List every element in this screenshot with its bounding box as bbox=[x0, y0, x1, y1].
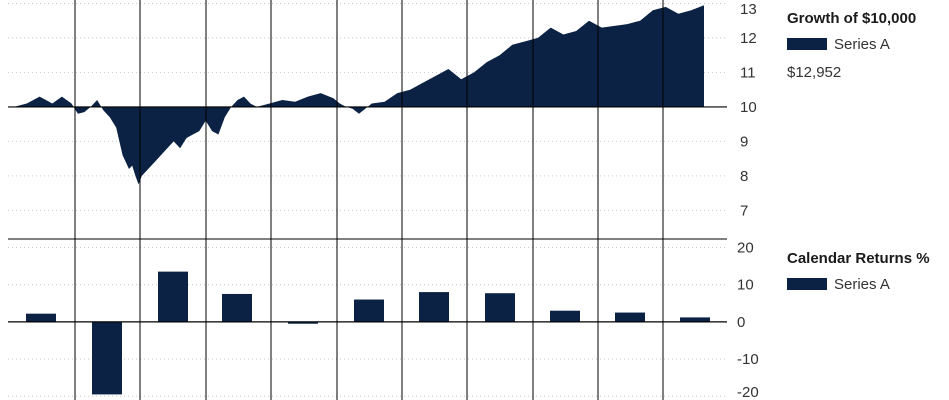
return-bar-9 bbox=[550, 310, 580, 322]
returns-tick-label-10: 10 bbox=[737, 277, 754, 294]
growth-legend: Growth of $10,000 Series A $12,952 bbox=[787, 10, 916, 81]
tick-labels-layer: 7 8 9 10 11 12 13 20 10 0 -10 -20 bbox=[737, 1, 759, 400]
return-bar-8 bbox=[485, 293, 515, 322]
return-bar-10 bbox=[615, 312, 645, 322]
growth-tick-label-10: 10 bbox=[740, 99, 757, 116]
returns-legend-swatch bbox=[787, 278, 827, 290]
return-bar-7 bbox=[419, 292, 449, 322]
return-bar-5 bbox=[288, 321, 318, 324]
return-bar-11 bbox=[680, 317, 710, 322]
growth-legend-value: $12,952 bbox=[787, 64, 841, 81]
returns-tick-label-20: 20 bbox=[737, 239, 754, 256]
returns-bars-layer bbox=[26, 271, 710, 395]
growth-tick-label-7: 7 bbox=[740, 202, 748, 219]
axis-layer bbox=[8, 0, 727, 400]
growth-area-series-a bbox=[14, 5, 704, 185]
returns-tick-label-0: 0 bbox=[737, 314, 745, 331]
growth-tick-label-9: 9 bbox=[740, 133, 748, 150]
growth-tick-label-8: 8 bbox=[740, 168, 748, 185]
returns-tick-label--20: -20 bbox=[737, 384, 759, 400]
return-bar-2 bbox=[92, 321, 122, 395]
return-bar-6 bbox=[354, 299, 384, 322]
growth-area-layer bbox=[14, 5, 704, 185]
growth-tick-label-11: 11 bbox=[740, 64, 756, 81]
growth-legend-swatch bbox=[787, 38, 827, 50]
returns-legend-series: Series A bbox=[834, 276, 890, 293]
growth-legend-title: Growth of $10,000 bbox=[787, 10, 916, 27]
return-bar-1 bbox=[26, 313, 56, 322]
growth-legend-series: Series A bbox=[834, 36, 890, 53]
growth-tick-label-13: 13 bbox=[740, 1, 757, 18]
growth-tick-label-12: 12 bbox=[740, 30, 757, 47]
returns-tick-label--10: -10 bbox=[737, 351, 759, 368]
return-bar-4 bbox=[222, 293, 252, 322]
return-bar-3 bbox=[158, 271, 188, 322]
returns-legend-title: Calendar Returns % bbox=[787, 250, 930, 267]
returns-legend: Calendar Returns % Series A bbox=[787, 250, 930, 293]
